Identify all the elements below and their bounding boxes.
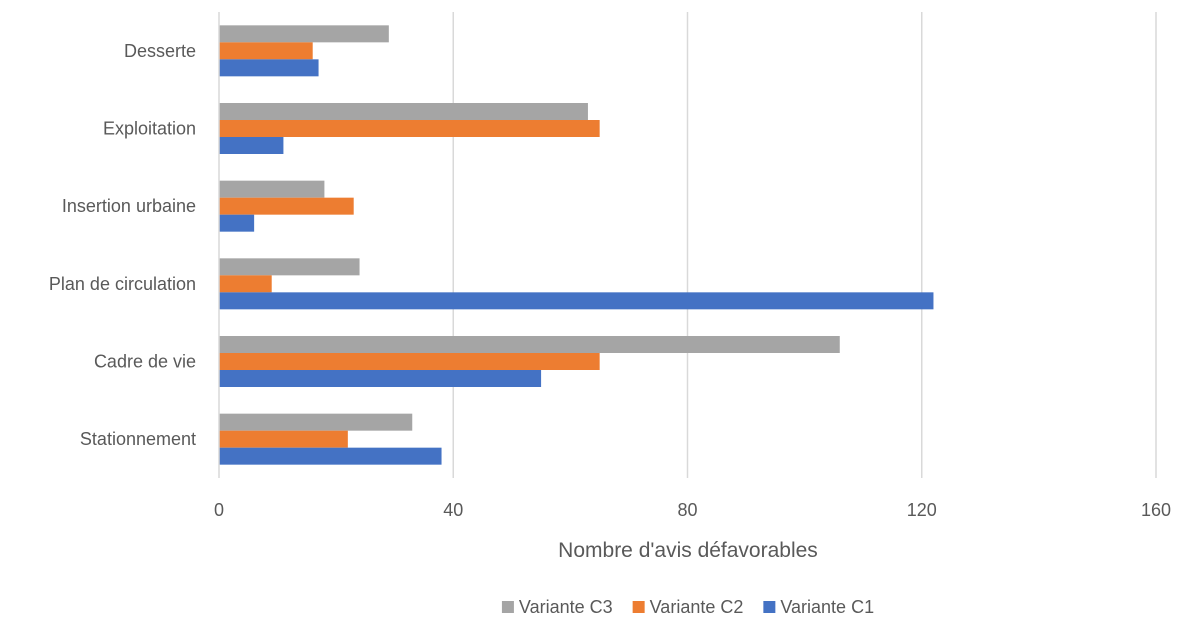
bar [219, 214, 255, 232]
legend-label: Variante C3 [519, 597, 613, 617]
legend-swatch [763, 601, 776, 613]
bar [219, 137, 284, 154]
gridlines [452, 12, 1157, 478]
category-label: Stationnement [80, 429, 196, 449]
legend: Variante C3 Variante C2 Variante C1 [501, 597, 874, 617]
bar [219, 59, 319, 77]
legend-label: Variante C2 [650, 597, 744, 617]
legend-swatch [501, 601, 514, 613]
x-tick-label: 0 [214, 500, 224, 520]
bar [219, 353, 600, 370]
bar [219, 275, 272, 293]
x-tick-label: 120 [907, 500, 937, 520]
category-label: Cadre de vie [94, 352, 196, 372]
labels: 0 40 80 120 160 Desserte Exploitation Insertion… [49, 41, 1171, 520]
bar [219, 42, 313, 60]
x-tick-label: 80 [677, 500, 697, 520]
bar [219, 370, 542, 387]
bar [219, 413, 413, 431]
legend-swatch [632, 601, 645, 613]
category-label: Desserte [124, 41, 196, 61]
bar [219, 103, 588, 120]
category-label: Insertion urbaine [62, 196, 196, 216]
x-tick-label: 160 [1141, 500, 1171, 520]
bar [219, 430, 348, 448]
category-label: Exploitation [103, 119, 196, 139]
bar [219, 180, 325, 198]
x-tick-label: 40 [443, 500, 463, 520]
bars [219, 25, 934, 465]
x-axis-title: Nombre d'avis défavorables [558, 539, 818, 562]
category-label: Plan de circulation [49, 274, 196, 294]
bar [219, 197, 354, 215]
bar [219, 447, 442, 465]
bar [219, 120, 600, 137]
bar [219, 258, 360, 276]
bar [219, 25, 389, 43]
legend-label: Variante C1 [780, 597, 874, 617]
bar [219, 292, 934, 310]
bar [219, 336, 840, 353]
